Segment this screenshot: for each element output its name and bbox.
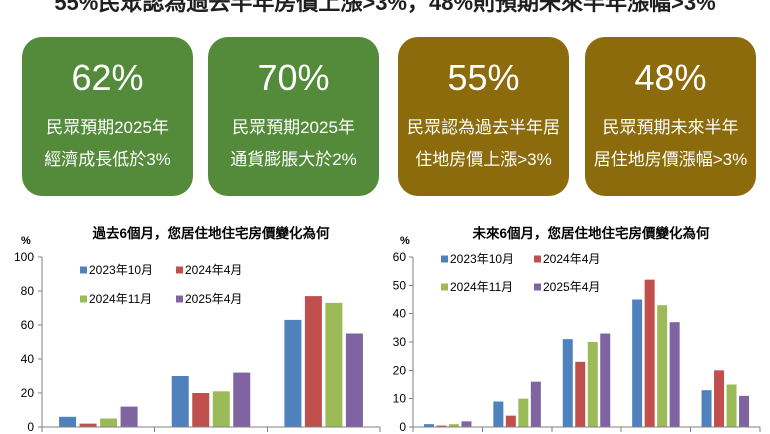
headline: 55%民眾認為過去半年房價上漲>3%，48%則預期未來半年漲幅>3% bbox=[54, 0, 716, 15]
chart-title: 未來6個月，您居住地住宅房價變化為何 bbox=[472, 225, 710, 241]
stat-caption-line-1: 民眾預期2025年 bbox=[232, 118, 355, 137]
stat-caption-line-2: 經濟成長低於3% bbox=[44, 150, 171, 169]
stat-card-economic-growth: 62% 民眾預期2025年 經濟成長低於3% bbox=[22, 37, 193, 196]
legend-swatch-3 bbox=[441, 283, 448, 291]
bar-series-2-group-2 bbox=[505, 415, 516, 427]
bar-series-1-group-2 bbox=[171, 376, 189, 427]
stat-card-inflation: 70% 民眾預期2025年 通貨膨脹大於2% bbox=[208, 37, 379, 196]
bar-series-1-group-1 bbox=[59, 416, 77, 427]
stat-caption-line-1: 民眾預期2025年 bbox=[46, 118, 169, 137]
stat-value: 62% bbox=[71, 57, 144, 98]
bar-series-1-group-4 bbox=[632, 299, 643, 427]
y-axis-unit-label: % bbox=[400, 235, 410, 247]
bar-series-4-group-3 bbox=[345, 333, 363, 427]
legend-label-3: 2024年11月 bbox=[89, 292, 152, 306]
legend-label-3: 2024年11月 bbox=[450, 280, 513, 294]
y-tick-label: 30 bbox=[393, 335, 407, 349]
bar-series-3-group-1 bbox=[448, 424, 459, 427]
bar-series-3-group-1 bbox=[100, 418, 118, 427]
stat-caption-line-1: 民眾預期未來半年 bbox=[602, 118, 739, 137]
bar-series-1-group-5 bbox=[701, 390, 712, 427]
y-tick-label: 80 bbox=[21, 284, 35, 298]
legend-swatch-1 bbox=[441, 255, 448, 263]
bar-series-4-group-4 bbox=[669, 322, 680, 427]
y-tick-label: 50 bbox=[393, 278, 407, 292]
stat-value: 70% bbox=[257, 57, 330, 98]
y-tick-label: 40 bbox=[393, 307, 407, 321]
bar-series-2-group-3 bbox=[575, 361, 586, 427]
bar-series-1-group-1 bbox=[423, 424, 434, 427]
bar-series-3-group-2 bbox=[518, 398, 529, 427]
stat-caption-line-2: 通貨膨脹大於2% bbox=[230, 150, 357, 169]
bar-series-3-group-4 bbox=[657, 305, 668, 427]
bar-series-3-group-3 bbox=[587, 342, 598, 427]
y-tick-label: 100 bbox=[14, 250, 34, 264]
stat-value: 55% bbox=[447, 57, 520, 98]
bar-series-4-group-1 bbox=[461, 421, 472, 427]
y-tick-label: 40 bbox=[21, 352, 35, 366]
bar-series-2-group-4 bbox=[644, 279, 655, 427]
bar-series-1-group-3 bbox=[284, 319, 302, 427]
legend-label-1: 2023年10月 bbox=[89, 263, 153, 277]
y-tick-label: 0 bbox=[27, 420, 34, 434]
legend-swatch-4 bbox=[534, 283, 541, 291]
bar-series-2-group-1 bbox=[436, 425, 447, 427]
legend-swatch-3 bbox=[80, 295, 87, 303]
legend-label-2: 2024年4月 bbox=[543, 252, 600, 266]
bar-series-4-group-5 bbox=[739, 395, 750, 427]
bar-series-3-group-3 bbox=[325, 302, 343, 427]
bar-series-4-group-2 bbox=[233, 372, 251, 427]
legend-label-4: 2025年4月 bbox=[543, 280, 600, 294]
stat-caption-line-2: 居住地房價漲幅>3% bbox=[593, 150, 748, 169]
y-tick-label: 0 bbox=[399, 420, 406, 434]
stat-caption-line-1: 民眾認為過去半年居 bbox=[407, 118, 560, 137]
legend-label-1: 2023年10月 bbox=[450, 252, 514, 266]
legend-swatch-2 bbox=[534, 255, 541, 263]
bar-series-1-group-2 bbox=[493, 401, 504, 427]
chart-next-6-months: 未來6個月，您居住地住宅房價變化為何 % 2023年10月 2024年4月 2024… bbox=[393, 225, 761, 434]
bar-series-2-group-5 bbox=[714, 370, 725, 427]
stat-card-past-price-rise: 55% 民眾認為過去半年居 住地房價上漲>3% bbox=[398, 37, 569, 196]
y-tick-label: 60 bbox=[21, 318, 35, 332]
y-tick-label: 20 bbox=[393, 363, 407, 377]
legend-label-4: 2025年4月 bbox=[185, 292, 242, 306]
legend-swatch-2 bbox=[176, 266, 183, 274]
legend-swatch-1 bbox=[80, 266, 87, 274]
y-axis-unit-label: % bbox=[21, 235, 31, 247]
legend-label-2: 2024年4月 bbox=[185, 263, 242, 277]
bar-series-1-group-3 bbox=[562, 339, 573, 427]
legend-swatch-4 bbox=[176, 295, 183, 303]
bar-series-3-group-5 bbox=[726, 384, 737, 427]
bar-series-4-group-1 bbox=[120, 406, 138, 427]
y-tick-label: 60 bbox=[393, 250, 407, 264]
bar-series-4-group-3 bbox=[600, 333, 611, 427]
bar-series-2-group-2 bbox=[192, 393, 210, 427]
stat-card-expected-price-rise: 48% 民眾預期未來半年 居住地房價漲幅>3% bbox=[585, 37, 756, 196]
stat-caption-line-2: 住地房價上漲>3% bbox=[415, 150, 552, 169]
bar-series-2-group-3 bbox=[304, 296, 322, 427]
y-tick-label: 20 bbox=[21, 386, 35, 400]
y-tick-label: 10 bbox=[393, 392, 407, 406]
stat-value: 48% bbox=[634, 57, 707, 98]
chart-title: 過去6個月，您居住地住宅房價變化為何 bbox=[91, 225, 330, 241]
chart-past-6-months: 過去6個月，您居住地住宅房價變化為何 % 2023年10月 2024年4月 2024… bbox=[14, 225, 381, 434]
bar-series-4-group-2 bbox=[530, 381, 541, 427]
bar-series-3-group-2 bbox=[212, 391, 230, 427]
bar-series-2-group-1 bbox=[79, 423, 97, 427]
